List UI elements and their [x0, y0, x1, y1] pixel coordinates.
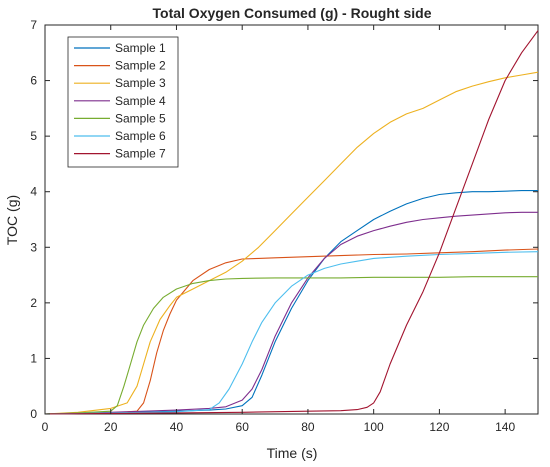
y-tick-label: 7: [30, 18, 37, 32]
legend-label-4: Sample 4: [115, 94, 166, 108]
x-tick-label: 60: [236, 420, 250, 434]
legend-items: Sample 1 Sample 2 Sample 3 Sample 4 Sample 5…: [74, 41, 166, 161]
x-tick-label: 40: [170, 420, 184, 434]
series-line-3: [44, 71, 539, 415]
y-tick-label: 1: [30, 351, 37, 365]
x-axis-label: Time (s): [267, 445, 318, 461]
series-line-4: [44, 211, 538, 415]
y-tick-label: 2: [30, 296, 37, 310]
y-tick-label: 4: [30, 185, 37, 199]
x-tick-label: 80: [301, 420, 315, 434]
y-tick-label: 5: [30, 129, 37, 143]
series-line-1: [44, 190, 538, 415]
legend-label-2: Sample 2: [115, 59, 166, 73]
legend-label-5: Sample 5: [115, 111, 166, 125]
legend-label-1: Sample 1: [115, 41, 166, 55]
chart-title: Total Oxygen Consumed (g) - Rought side: [153, 5, 432, 21]
y-tick-label: 3: [30, 240, 37, 254]
x-tick-label: 100: [364, 420, 384, 434]
series-line-6: [44, 251, 539, 415]
legend: Sample 1 Sample 2 Sample 3 Sample 4 Sample 5…: [67, 36, 179, 168]
legend-label-7: Sample 7: [115, 147, 166, 161]
series-line-7: [44, 30, 539, 415]
legend-box: [67, 36, 179, 168]
y-tick-label: 0: [30, 407, 37, 421]
y-tick-label: 6: [30, 74, 37, 88]
series-line-5: [44, 276, 538, 415]
series-layer: [44, 30, 539, 415]
x-tick-label: 140: [495, 420, 515, 434]
tick-layer: 0 20 40 60 80 100 120 140 0 1 2 3 4 5 6 7: [30, 18, 538, 434]
x-tick-label: 120: [429, 420, 449, 434]
x-tick-label: 0: [42, 420, 49, 434]
y-axis-label: TOC (g): [4, 195, 20, 245]
x-tick-label: 20: [104, 420, 118, 434]
legend-label-3: Sample 3: [115, 76, 166, 90]
series-line-2: [44, 248, 539, 415]
legend-label-6: Sample 6: [115, 129, 166, 143]
